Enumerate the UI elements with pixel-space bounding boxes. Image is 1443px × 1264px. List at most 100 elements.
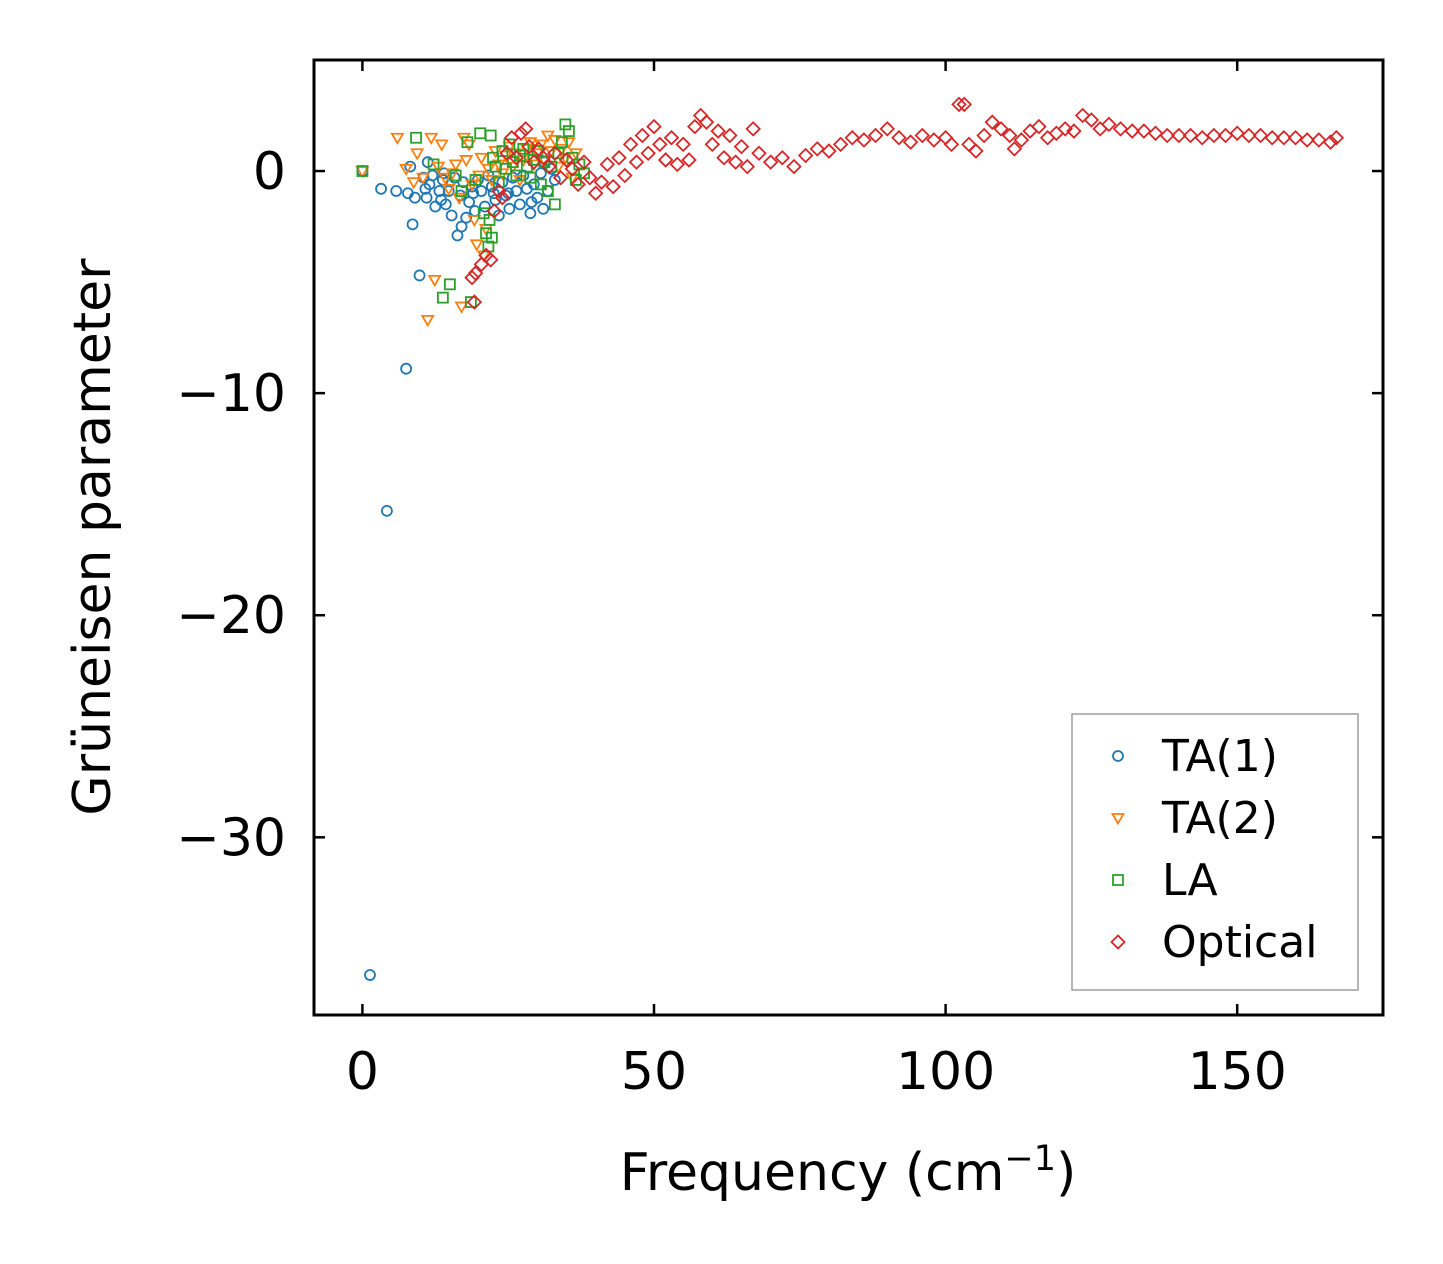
data-point (513, 125, 529, 142)
data-point (467, 215, 482, 228)
data-point (856, 132, 872, 148)
data-point (751, 145, 767, 162)
data-point (525, 196, 538, 209)
data-point (471, 170, 487, 183)
legend-label: TA(1) (1161, 731, 1278, 782)
data-point (605, 178, 621, 195)
y-tick-label: −10 (176, 364, 286, 424)
data-point (582, 169, 598, 186)
data-point (599, 156, 616, 173)
data-point (464, 269, 480, 286)
data-point (993, 121, 1009, 137)
data-point (524, 207, 537, 220)
data-point (1013, 132, 1030, 148)
data-point (408, 191, 421, 204)
data-point (478, 200, 491, 213)
data-point (460, 211, 473, 224)
data-point (527, 178, 540, 191)
data-point (517, 142, 530, 155)
data-point (519, 143, 534, 157)
data-point (1276, 129, 1292, 146)
x-axis-label-suffix: ) (1056, 1143, 1076, 1203)
data-point (555, 136, 568, 149)
data-point (487, 187, 500, 200)
x-tick-label: 100 (896, 1042, 995, 1102)
data-point (570, 176, 586, 193)
data-point (733, 138, 750, 155)
data-point (467, 265, 484, 281)
data-point (722, 127, 738, 144)
data-point (1006, 141, 1023, 157)
data-point (420, 191, 433, 204)
data-point (427, 274, 442, 288)
data-point (535, 149, 551, 166)
data-point (459, 155, 474, 168)
data-point (1252, 127, 1269, 144)
data-point (844, 129, 861, 146)
data-point (646, 118, 662, 135)
data-point (449, 169, 462, 182)
data-point (455, 185, 468, 197)
data-point (484, 129, 497, 142)
data-point (704, 136, 721, 153)
data-point (652, 136, 668, 153)
data-point (475, 185, 488, 197)
legend-marker (1110, 934, 1126, 950)
data-point (438, 172, 453, 186)
data-point (552, 147, 565, 160)
data-point (657, 152, 674, 168)
data-point (452, 192, 467, 205)
data-point (968, 143, 984, 159)
data-point (564, 161, 581, 177)
data-point (951, 96, 967, 113)
data-point (867, 127, 884, 144)
data-point (491, 183, 507, 199)
data-point (984, 114, 1001, 130)
data-point (1311, 132, 1327, 148)
data-point (832, 136, 849, 153)
data-point (404, 160, 417, 173)
legend-entry: TA(2) (1110, 793, 1278, 844)
data-point (663, 129, 680, 146)
data-point (786, 158, 802, 175)
x-axis-label-superscript: −1 (1004, 1139, 1056, 1179)
data-point (554, 143, 569, 157)
data-point (406, 218, 419, 231)
data-point (739, 158, 756, 175)
data-point (436, 291, 449, 304)
axis-ticks: 0 50 100 150 0 −10 −20 −30 (176, 60, 1383, 1102)
data-point (548, 198, 561, 211)
x-tick-label: 0 (346, 1042, 379, 1102)
data-point (1001, 127, 1018, 144)
data-point (821, 143, 837, 159)
data-point (492, 176, 505, 189)
data-point (716, 149, 732, 166)
y-tick-label: 0 (253, 142, 286, 202)
data-point (410, 131, 422, 144)
data-point (809, 141, 826, 157)
data-point (499, 162, 512, 175)
data-point (375, 182, 387, 195)
data-point (510, 185, 523, 197)
data-point (486, 203, 502, 219)
data-point (413, 269, 426, 282)
data-point (406, 177, 421, 190)
x-tick-label: 150 (1188, 1042, 1287, 1102)
data-point (508, 149, 525, 166)
data-point (429, 200, 442, 213)
data-point (1083, 112, 1100, 128)
series-optical (464, 96, 1345, 310)
data-point (1031, 118, 1047, 135)
data-point (485, 231, 498, 244)
y-tick-label: −30 (176, 808, 286, 868)
data-point (891, 129, 907, 146)
data-point (956, 96, 973, 113)
data-point (548, 174, 561, 186)
legend-entry: LA (1112, 855, 1218, 906)
data-point (943, 136, 960, 153)
data-point (541, 185, 554, 197)
data-point (456, 132, 471, 146)
data-point (628, 154, 645, 170)
